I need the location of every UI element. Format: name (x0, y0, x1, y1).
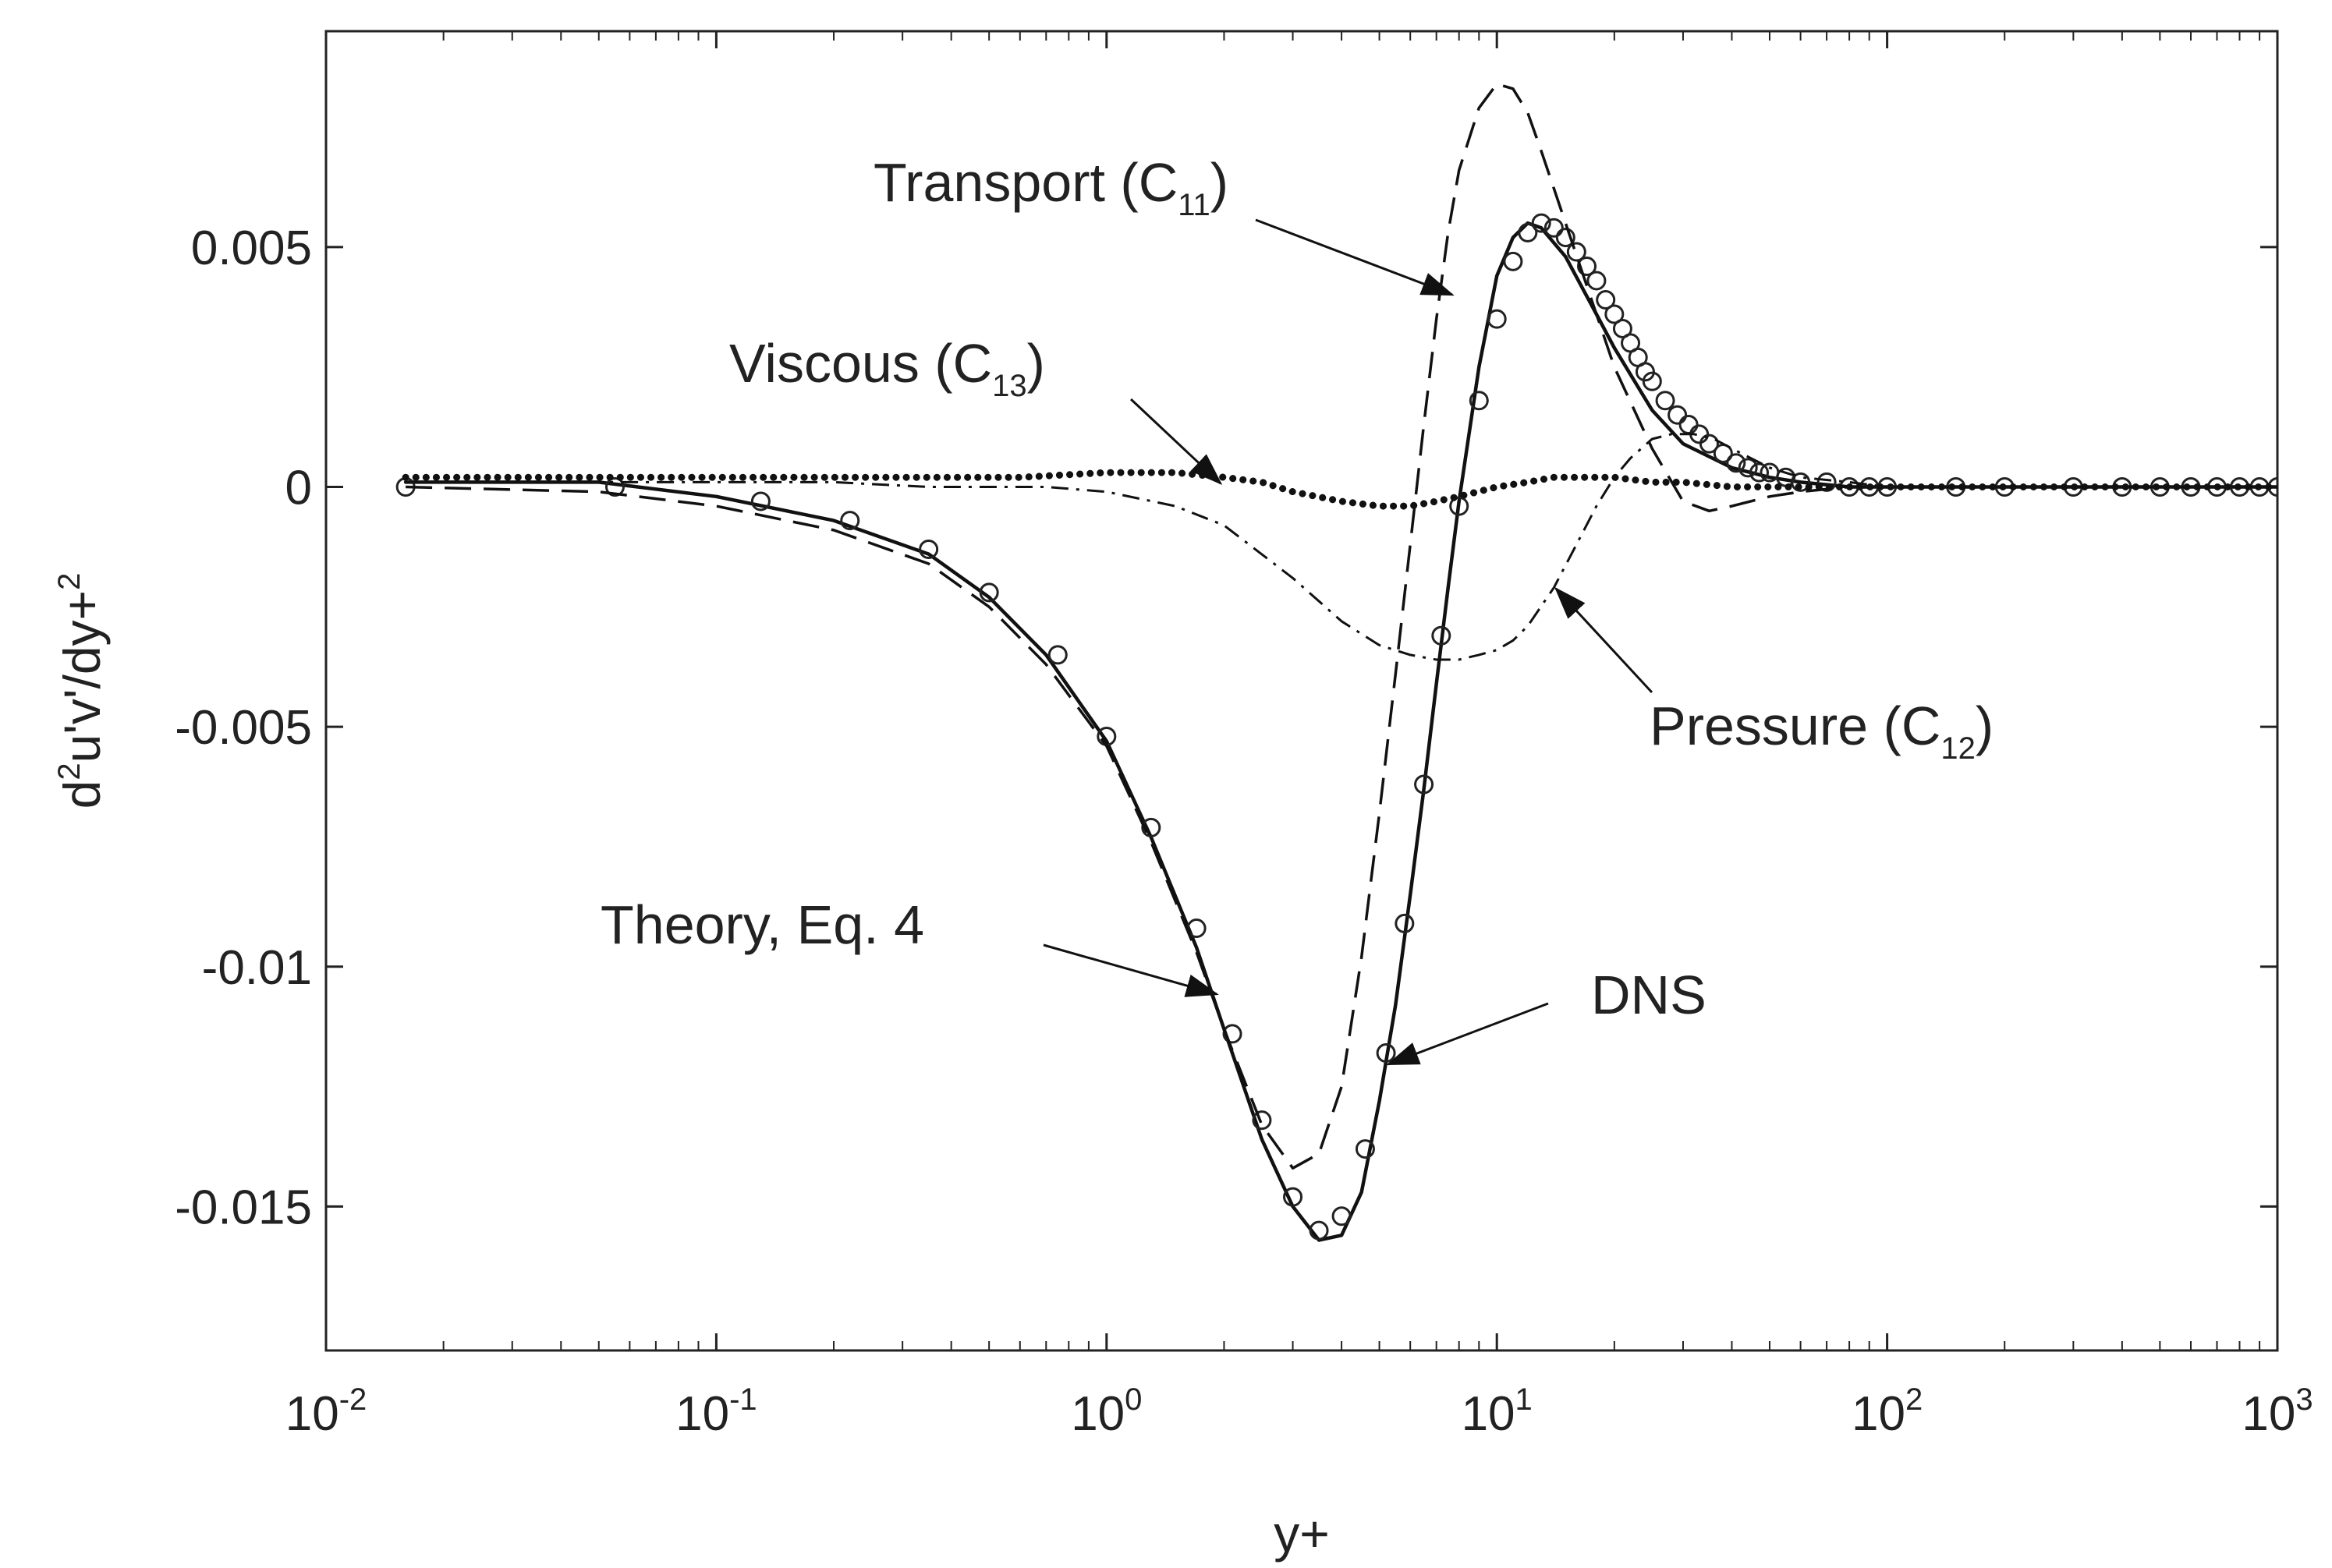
arrow-theory (1043, 943, 1219, 997)
y-tick-label: -0.01 (202, 941, 312, 995)
dns-point (1596, 290, 1616, 310)
dns-point (1395, 913, 1415, 933)
dns-point (1749, 462, 1770, 483)
x-tick-label-base: 10 (1852, 1387, 1905, 1441)
x-tick-label: 100 (1071, 1382, 1142, 1441)
annotation-pressure-text: Pressure (C (1650, 696, 1940, 756)
dns-point (1355, 1139, 1375, 1159)
x-tick-label-base: 10 (2242, 1387, 2295, 1441)
dns-point (1222, 1024, 1242, 1044)
x-tick-label-exp: 1 (1515, 1382, 1533, 1417)
dns-point (1469, 391, 1489, 411)
series-dns-markers (395, 213, 2277, 1241)
dns-point (1586, 271, 1607, 291)
annotation-pressure-close: ) (1976, 696, 1994, 756)
annotation-dns: DNS (1591, 965, 1706, 1025)
annotation-viscous-sub: 13 (992, 369, 1027, 403)
x-tick-label-exp: -2 (339, 1382, 367, 1417)
x-axis-title: y+ (1274, 1505, 1330, 1563)
dns-point (1252, 1110, 1272, 1131)
x-tick-label-base: 10 (675, 1387, 729, 1441)
dns-point (1414, 774, 1434, 795)
y-tick-label: 0.005 (191, 221, 312, 275)
arrow-transport (1255, 218, 1455, 296)
dns-point (1331, 1206, 1352, 1226)
arrow-pressure (1554, 586, 1653, 694)
dns-point (1612, 318, 1632, 338)
y-axis-title-base: d (53, 780, 111, 809)
x-tick-label-exp: 2 (1905, 1382, 1923, 1417)
x-tick-label: 102 (1852, 1382, 1923, 1441)
annotation-viscous-close: ) (1027, 333, 1045, 394)
dns-point (604, 477, 625, 497)
dns-point (840, 511, 860, 531)
annotation-pressure-sub: 12 (1940, 731, 1976, 766)
dns-point (919, 539, 939, 559)
series-line-viscous-c13 (402, 469, 2277, 510)
y-tick-label: -0.005 (175, 701, 312, 755)
arrow-viscous (1129, 398, 1223, 486)
x-tick-label-exp: -1 (729, 1382, 757, 1417)
annotation-transport: Transport (C11) (874, 152, 1228, 222)
dns-point (1531, 213, 1551, 233)
dns-point (1555, 228, 1575, 248)
x-tick-label-base: 10 (1462, 1387, 1515, 1441)
dns-point (1503, 251, 1523, 271)
series-line-pressure-c12 (406, 433, 2277, 661)
annotation-theory: Theory, Eq. 4 (601, 894, 924, 955)
dns-point (750, 491, 771, 511)
y-axis-title: d2u'v'/dy+2 (52, 573, 111, 809)
series-line-transport-c11 (406, 82, 2277, 1170)
arrow-dns (1386, 1002, 1549, 1066)
dns-point (1816, 472, 1837, 492)
x-tick-label-exp: 3 (2295, 1382, 2313, 1417)
dns-point (1309, 1220, 1329, 1241)
dns-point (1487, 309, 1507, 329)
annotation-viscous-text: Viscous (C (729, 333, 992, 394)
dns-point (1577, 256, 1597, 276)
annotation-transport-text: Transport (C (874, 152, 1178, 213)
dns-point (1047, 645, 1068, 665)
annotation-viscous: Viscous (C13) (729, 333, 1045, 403)
dns-point (1566, 242, 1586, 262)
y-axis-title-sup1: 2 (52, 763, 87, 780)
dns-point (1283, 1187, 1303, 1207)
dns-point (1604, 304, 1625, 324)
y-axis-title-mid: u'v'/dy+ (53, 590, 111, 763)
dns-point (1667, 405, 1688, 425)
y-tick-label: -0.015 (175, 1180, 312, 1234)
dns-point (979, 582, 999, 603)
dns-point (1726, 453, 1746, 473)
dns-point (1141, 817, 1161, 837)
dns-point (1642, 371, 1662, 391)
y-tick-label: 0 (285, 462, 312, 515)
x-tick-label: 10-2 (285, 1382, 367, 1441)
dns-point (1791, 472, 1811, 492)
x-tick-label: 10-1 (675, 1382, 757, 1441)
plot-area (324, 30, 2279, 1352)
x-tick-label: 101 (1462, 1382, 1533, 1441)
dns-point (1738, 458, 1758, 478)
annotation-pressure: Pressure (C12) (1650, 696, 1994, 766)
series-line-theory-eq-4 (403, 221, 2277, 1242)
x-tick-label-base: 10 (285, 1387, 339, 1441)
annotation-transport-sub: 11 (1178, 188, 1210, 222)
dns-point (1655, 391, 1675, 411)
dns-point (1449, 496, 1469, 516)
dns-point (1518, 222, 1538, 242)
dns-point (1699, 434, 1719, 454)
y-axis-title-sup2: 2 (52, 573, 87, 590)
series-layer (395, 82, 2277, 1242)
annotation-transport-close: ) (1210, 152, 1228, 213)
x-tick-label-exp: 0 (1125, 1382, 1142, 1417)
dns-point (1543, 218, 1564, 238)
dns-point (1431, 625, 1451, 646)
x-tick-label-base: 10 (1071, 1387, 1125, 1441)
x-tick-label: 103 (2242, 1382, 2313, 1441)
